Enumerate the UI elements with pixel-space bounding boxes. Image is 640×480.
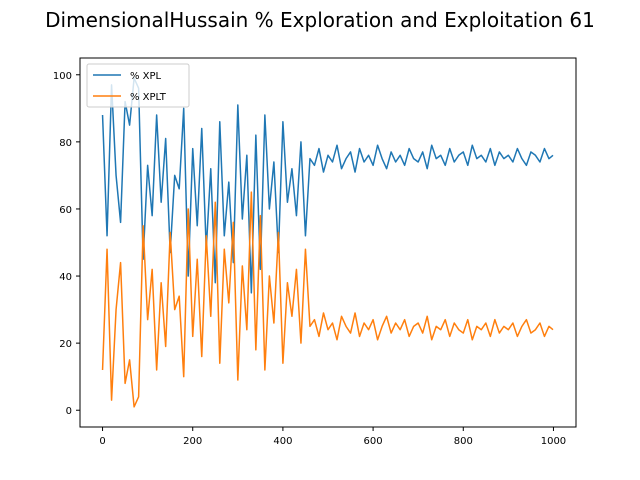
y-tick-label: 100: [53, 71, 72, 82]
plot-frame: [79, 57, 577, 428]
y-tick-label: 40: [59, 272, 72, 283]
plot-area: [79, 57, 577, 428]
x-axis: 0 200 400 600 800 1000: [99, 427, 566, 447]
x-tick-label: 400: [273, 436, 292, 447]
y-tick-label: 20: [59, 339, 72, 350]
x-tick-label: 0: [99, 436, 105, 447]
y-tick-label: 60: [59, 205, 72, 216]
x-tick-label: 200: [183, 436, 202, 447]
series-line-0: [101, 77, 554, 294]
y-axis: 0 20 40 60 80 100: [53, 71, 80, 417]
x-tick-label: 1000: [541, 436, 566, 447]
x-tick-label: 600: [364, 436, 383, 447]
x-tick-label: 800: [454, 436, 473, 447]
chart-title: DimensionalHussain % Exploration and Exp…: [45, 8, 595, 32]
y-tick-label: 0: [66, 406, 72, 417]
legend: % XPL % XPLT: [86, 63, 190, 108]
series-layer: [101, 77, 554, 408]
legend-label-xplt: % XPLT: [130, 92, 167, 103]
legend-label-xpl: % XPL: [130, 71, 162, 82]
y-tick-label: 80: [59, 138, 72, 149]
series-line-1: [101, 191, 554, 408]
